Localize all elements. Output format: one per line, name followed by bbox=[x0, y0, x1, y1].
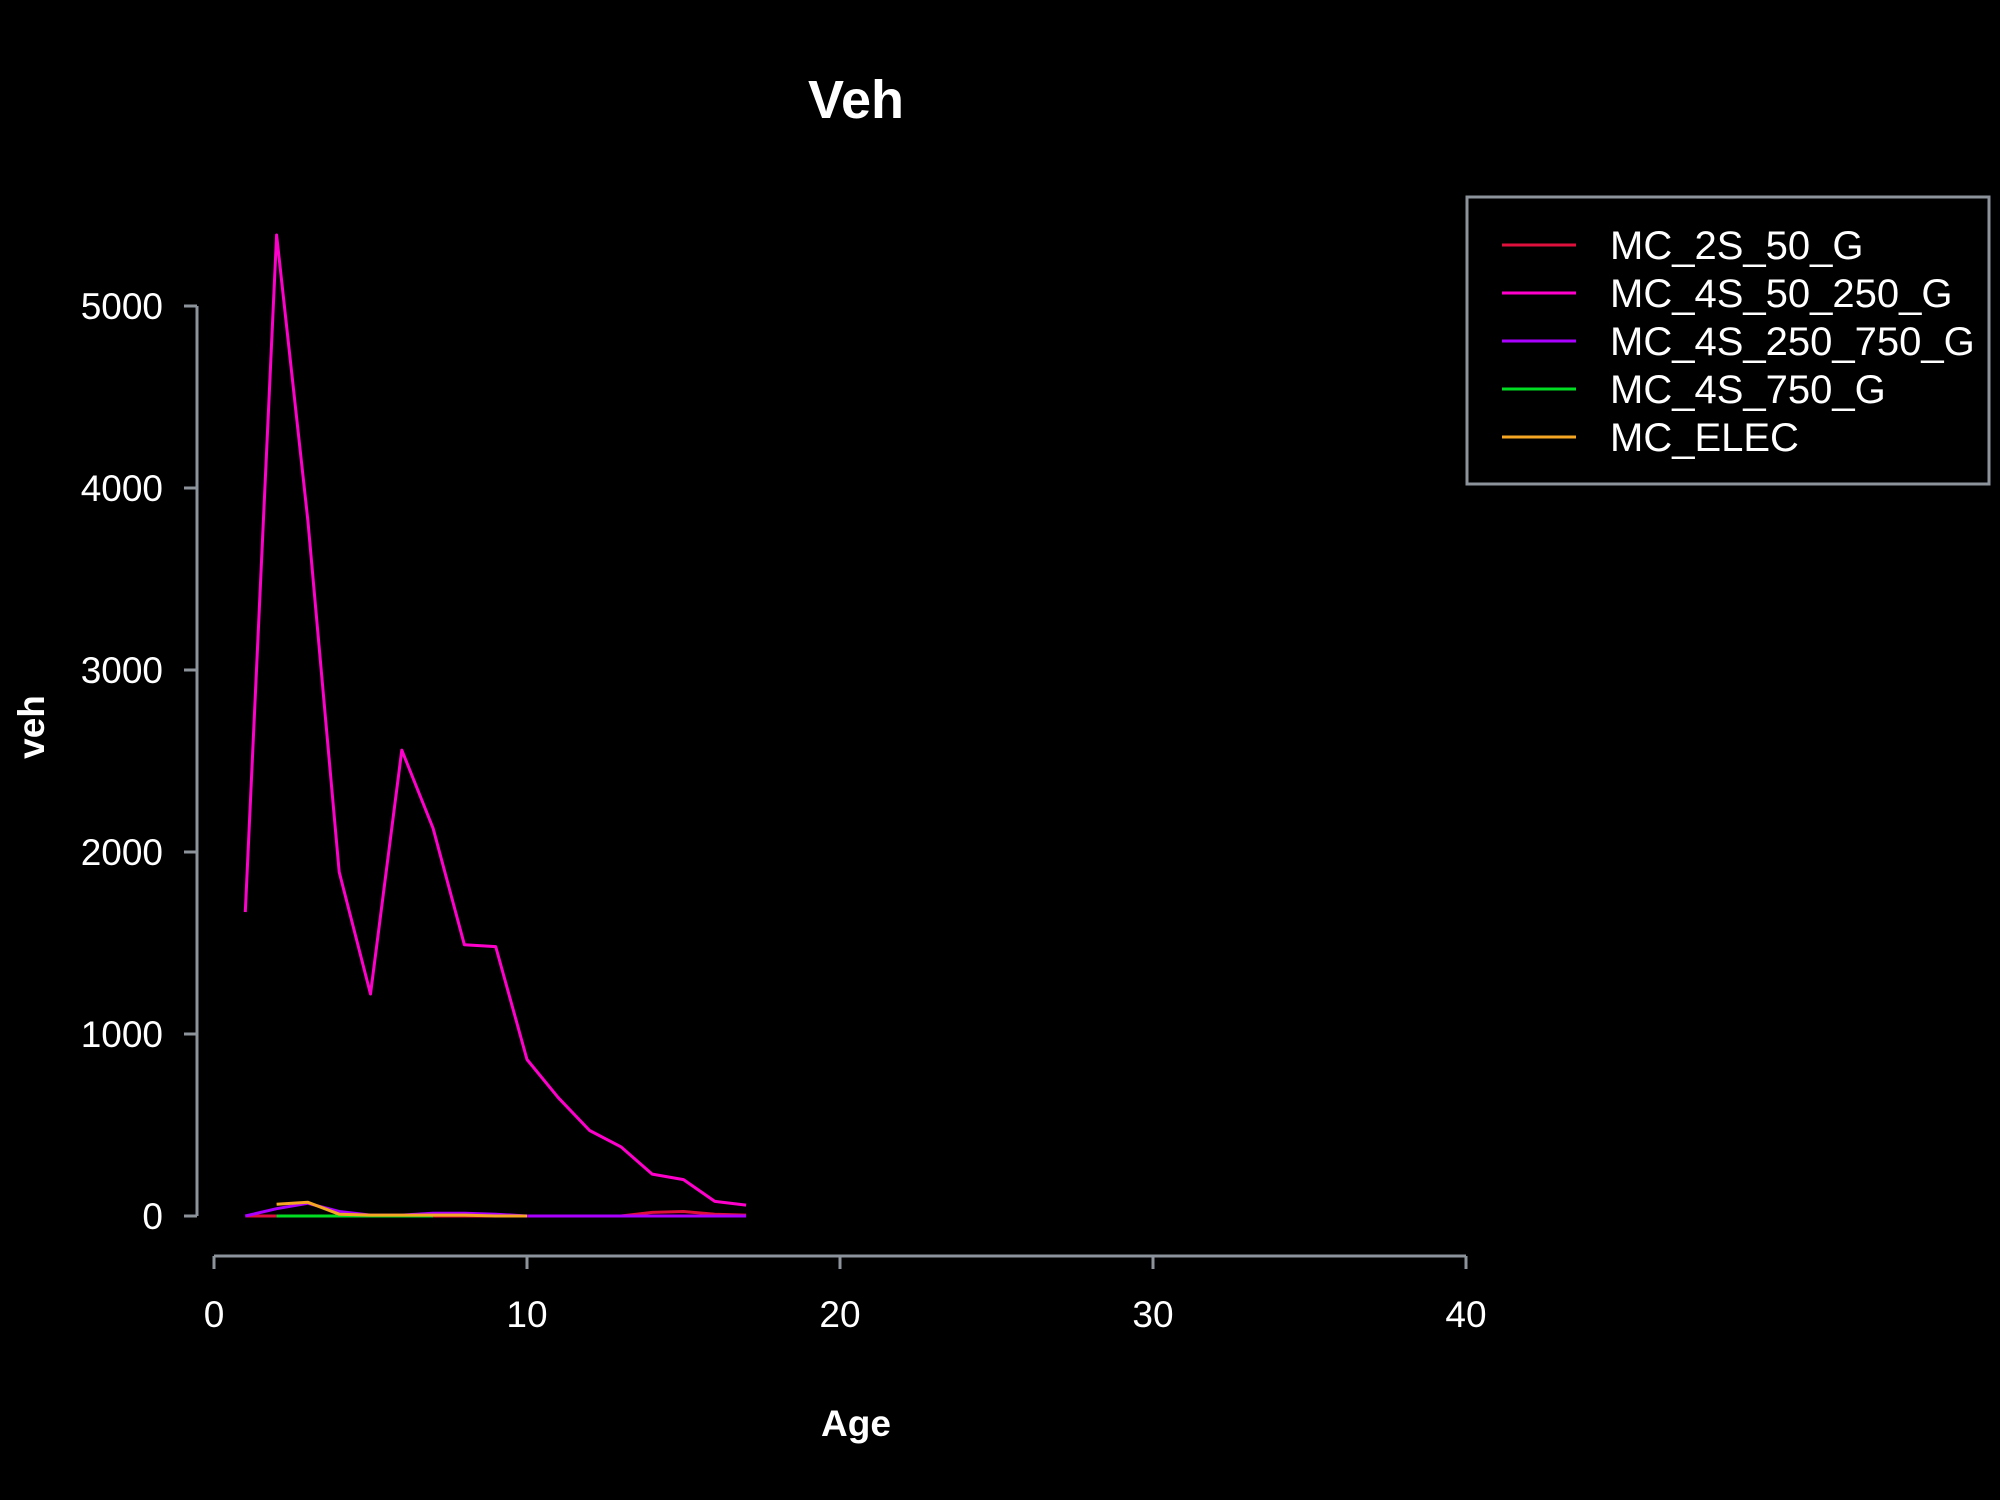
y-tick-label: 2000 bbox=[81, 832, 163, 873]
x-tick-label: 20 bbox=[819, 1294, 860, 1335]
legend-label: MC_4S_250_750_G bbox=[1610, 320, 1975, 364]
legend: MC_2S_50_GMC_4S_50_250_GMC_4S_250_750_GM… bbox=[1465, 195, 1991, 486]
chart-title: Veh bbox=[808, 70, 904, 130]
legend-label: MC_ELEC bbox=[1610, 416, 1799, 460]
x-tick-label: 30 bbox=[1132, 1294, 1173, 1335]
x-tick-label: 0 bbox=[204, 1294, 225, 1335]
legend-label: MC_4S_50_250_G bbox=[1610, 272, 1952, 316]
series-line-mc-elec bbox=[276, 1200, 527, 1218]
x-axis-ticks: 0 10 20 30 40 bbox=[204, 1256, 1487, 1335]
legend-items: MC_2S_50_GMC_4S_50_250_GMC_4S_250_750_GM… bbox=[1502, 224, 1975, 460]
series-line-mc-4s-250-750-g bbox=[244, 1201, 747, 1218]
legend-label: MC_2S_50_G bbox=[1610, 224, 1863, 268]
legend-label: MC_4S_750_G bbox=[1610, 368, 1886, 412]
series-line-mc-4s-50-250-g bbox=[243, 233, 747, 1207]
y-tick-label: 0 bbox=[142, 1196, 163, 1237]
y-tick-label: 5000 bbox=[81, 286, 163, 327]
x-tick-label: 40 bbox=[1445, 1294, 1486, 1335]
x-axis-label: Age bbox=[821, 1403, 891, 1444]
y-tick-label: 4000 bbox=[81, 468, 163, 509]
x-tick-label: 10 bbox=[506, 1294, 547, 1335]
series-lines bbox=[243, 233, 747, 1218]
y-tick-label: 3000 bbox=[81, 650, 163, 691]
y-axis-label: veh bbox=[11, 695, 52, 759]
y-axis-ticks: 0 1000 2000 3000 4000 5000 bbox=[81, 286, 197, 1237]
y-tick-label: 1000 bbox=[81, 1014, 163, 1055]
